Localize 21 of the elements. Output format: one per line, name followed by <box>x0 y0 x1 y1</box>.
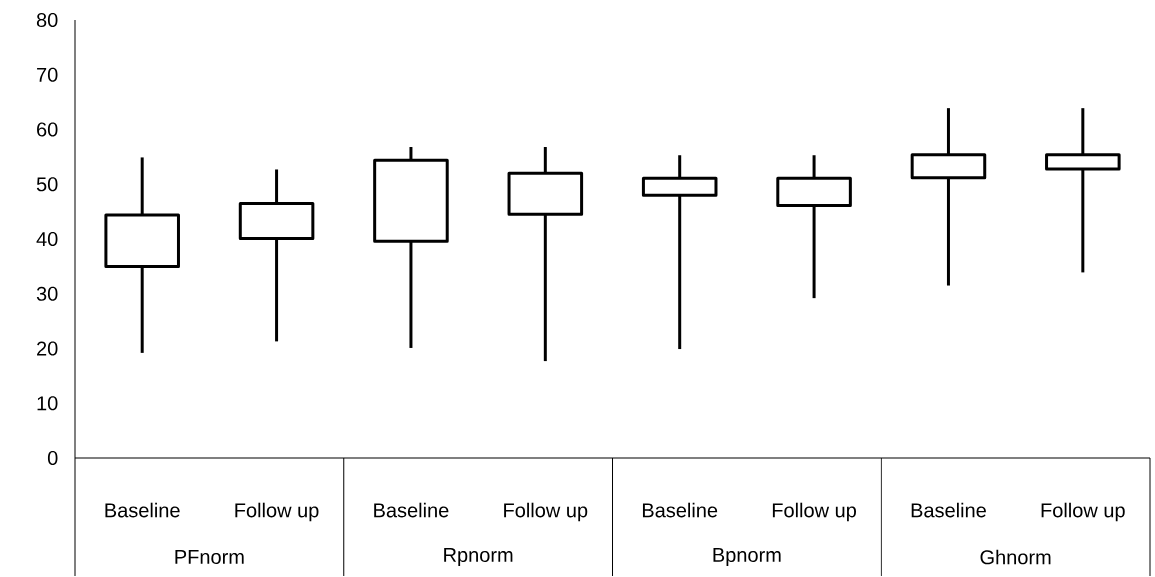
y-tick-label: 60 <box>37 122 58 137</box>
y-tick-label: 70 <box>37 67 58 83</box>
y-tick-label: 50 <box>36 177 58 192</box>
y-tick-label: 40 <box>36 232 58 247</box>
text: Ghnorm <box>980 549 1051 565</box>
text: Bpnorm <box>713 548 781 567</box>
x-tick-label: Follow up <box>235 502 319 522</box>
x-tick-label: Baseline <box>911 502 986 518</box>
y-tick-label: 80 <box>36 13 58 28</box>
x-tick-label: Follow up <box>772 502 856 522</box>
x-tick-label: Follow up <box>504 502 588 522</box>
y-tick-label: 20 <box>37 341 58 356</box>
x-tick-label: Follow up <box>1041 502 1125 522</box>
x-tick-label: Baseline <box>374 502 449 518</box>
text: PFnorm <box>175 550 244 565</box>
x-tick-label: Baseline <box>105 502 180 518</box>
y-tick-label: 30 <box>36 286 58 302</box>
y-tick-label: 0 <box>47 451 58 466</box>
y-tick-label: 10 <box>37 396 58 411</box>
text: Rpnorm <box>444 548 513 567</box>
x-tick-label: Baseline <box>642 502 718 518</box>
